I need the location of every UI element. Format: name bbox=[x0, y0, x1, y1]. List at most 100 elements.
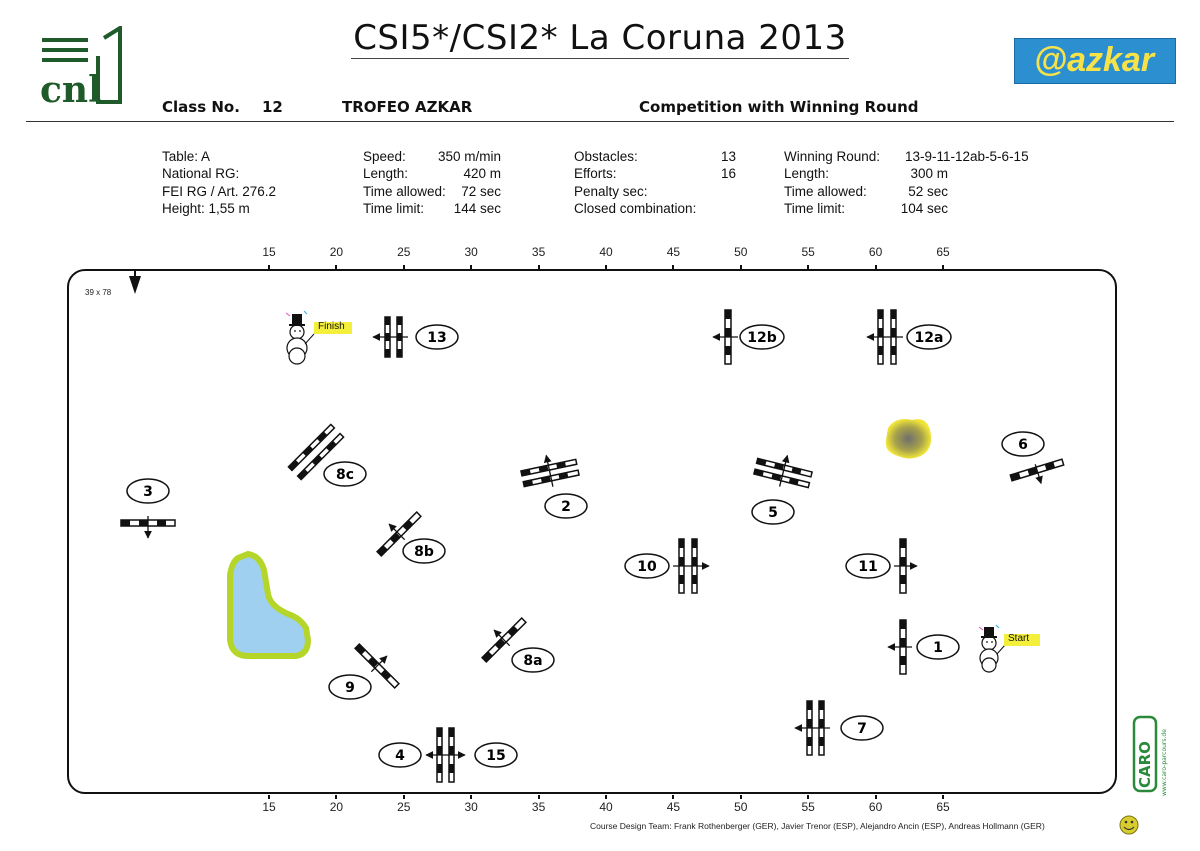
ruler-bottom-label-35: 35 bbox=[531, 800, 546, 814]
svg-text:7: 7 bbox=[857, 721, 867, 737]
wr-time-allowed-label: Time allowed: bbox=[784, 183, 867, 199]
ruler-bottom-tick bbox=[605, 795, 607, 799]
fence-9-label: 9 bbox=[328, 674, 372, 700]
ruler-bottom-label-45: 45 bbox=[666, 800, 681, 814]
ruler-bottom-label-50: 50 bbox=[734, 800, 748, 814]
ruler-bottom-label-40: 40 bbox=[599, 800, 613, 814]
svg-text:3: 3 bbox=[143, 484, 153, 500]
fence-8c bbox=[287, 423, 345, 481]
svg-text:cnl: cnl bbox=[40, 69, 102, 108]
wr-time-allowed-value: 52 sec bbox=[908, 183, 948, 199]
fence-6-label: 6 bbox=[1001, 431, 1045, 457]
ruler-bottom-tick bbox=[335, 795, 338, 799]
wr-length-value: 300 m bbox=[910, 166, 948, 182]
wr-time-limit-label: Time limit: bbox=[784, 200, 845, 216]
svg-text:4: 4 bbox=[395, 748, 405, 764]
ruler-top-tick bbox=[402, 265, 405, 269]
info-col-4: Winning Round: 13-9-11-12ab-5-6-15 Length… bbox=[784, 148, 1040, 217]
ruler-top-label-60: 60 bbox=[868, 245, 883, 259]
ruler-bottom-label-30: 30 bbox=[464, 800, 478, 814]
length-value: 420 m bbox=[463, 166, 501, 182]
svg-text:8b: 8b bbox=[414, 544, 434, 560]
class-label: Class No. bbox=[162, 98, 240, 116]
info-col-1: Table: A National RG: FEI RG / Art. 276.… bbox=[162, 148, 352, 217]
penalty-sec-label: Penalty sec: bbox=[574, 183, 648, 199]
time-limit-value: 144 sec bbox=[453, 200, 501, 216]
speed-label: Speed: bbox=[363, 149, 406, 164]
fence-12a: 12a bbox=[866, 309, 952, 365]
fence-3: 3 bbox=[120, 478, 176, 539]
start-label: Start bbox=[1008, 633, 1030, 644]
ruler-top-label-40: 40 bbox=[599, 245, 613, 259]
arena-dimensions: 39 x 78 bbox=[85, 288, 112, 297]
azkar-logo-text: @azkar bbox=[1033, 41, 1155, 79]
fence-6 bbox=[1009, 458, 1065, 485]
ruler-bottom-label-15: 15 bbox=[262, 800, 276, 814]
fence-5 bbox=[752, 454, 814, 489]
svg-text:www.caro-parcours.de: www.caro-parcours.de bbox=[1161, 729, 1168, 796]
obstacles-label: Obstacles: bbox=[574, 149, 638, 164]
course-title-text: CSI5*/CSI2* La Coruna 2013 bbox=[351, 18, 849, 59]
ruler-bottom-tick bbox=[672, 795, 675, 799]
azkar-logo bbox=[1014, 38, 1176, 84]
fence-13: 13 bbox=[372, 316, 459, 358]
ruler-top-tick bbox=[739, 265, 742, 269]
ruler-bottom-tick bbox=[739, 795, 742, 799]
svg-text:6: 6 bbox=[1018, 437, 1028, 453]
ruler-top-label-45: 45 bbox=[666, 245, 681, 259]
fence-12b: 12b bbox=[712, 309, 785, 365]
svg-text:9: 9 bbox=[345, 680, 355, 696]
ruler-bottom-tick bbox=[470, 795, 473, 799]
svg-text:11: 11 bbox=[858, 559, 877, 575]
fence-8a-label: 8a bbox=[511, 647, 555, 673]
fence-2-label: 2 bbox=[544, 493, 588, 519]
svg-text:8a: 8a bbox=[523, 653, 542, 669]
ruler-bottom-label-60: 60 bbox=[868, 800, 883, 814]
ruler-bottom-tick bbox=[537, 795, 540, 799]
time-allowed-value: 72 sec bbox=[461, 183, 501, 199]
ruler-bottom-label-25: 25 bbox=[397, 800, 411, 814]
course-title: CSI5*/CSI2* La Coruna 2013 bbox=[0, 18, 1200, 59]
fence-8c-label: 8c bbox=[323, 461, 367, 487]
fence-10: 10 bbox=[624, 538, 710, 594]
ruler-top-tick bbox=[470, 265, 473, 269]
finish-flag bbox=[285, 310, 352, 365]
fence-8b bbox=[376, 511, 422, 557]
info-fei-rg: FEI RG / Art. 276.2 bbox=[162, 183, 277, 199]
water-pond bbox=[227, 550, 312, 659]
bush bbox=[885, 419, 932, 459]
fence-8b-label: 8b bbox=[402, 538, 446, 564]
wr-time-limit-value: 104 sec bbox=[900, 200, 948, 216]
ruler-top-label-25: 25 bbox=[397, 245, 411, 259]
info-height: Height: 1,55 m bbox=[162, 200, 250, 216]
class-name: TROFEO AZKAR bbox=[342, 98, 473, 116]
time-limit-label: Time limit: bbox=[363, 200, 424, 216]
svg-text:10: 10 bbox=[637, 559, 657, 575]
ruler-top-tick bbox=[807, 265, 810, 269]
fence-8a bbox=[481, 617, 527, 663]
ruler-top-label-30: 30 bbox=[464, 245, 478, 259]
info-col-2: Speed: 350 m/min Length: 420 m Time allowe… bbox=[363, 148, 503, 217]
ruler-top-tick bbox=[268, 265, 270, 269]
caro-logo: CARO www.caro-parcours.de bbox=[1132, 715, 1168, 796]
ruler-bottom-tick bbox=[874, 795, 877, 799]
info-col-3: Obstacles: 13 Efforts: 16 Penalty sec: Clo… bbox=[574, 148, 738, 217]
speed-value: 350 m/min bbox=[437, 149, 501, 164]
info-national-rg: National RG: bbox=[162, 166, 240, 182]
fence-2 bbox=[520, 454, 580, 488]
ruler-bottom-tick bbox=[268, 795, 270, 799]
ruler-top-label-65: 65 bbox=[936, 245, 950, 259]
svg-text:1: 1 bbox=[933, 640, 943, 656]
efforts-value: 16 bbox=[720, 166, 736, 182]
entrance-arrow bbox=[129, 270, 141, 294]
svg-text:13: 13 bbox=[427, 330, 446, 346]
ruler-top-label-15: 15 bbox=[262, 245, 276, 259]
ruler-top-tick bbox=[672, 265, 675, 269]
svg-text:CARO: CARO bbox=[1136, 741, 1154, 788]
fence-7: 7 bbox=[794, 700, 884, 756]
svg-text:15: 15 bbox=[486, 748, 505, 764]
length-label: Length: bbox=[363, 166, 409, 182]
obstacles-value: 13 bbox=[720, 149, 736, 164]
svg-text:2: 2 bbox=[561, 499, 571, 515]
